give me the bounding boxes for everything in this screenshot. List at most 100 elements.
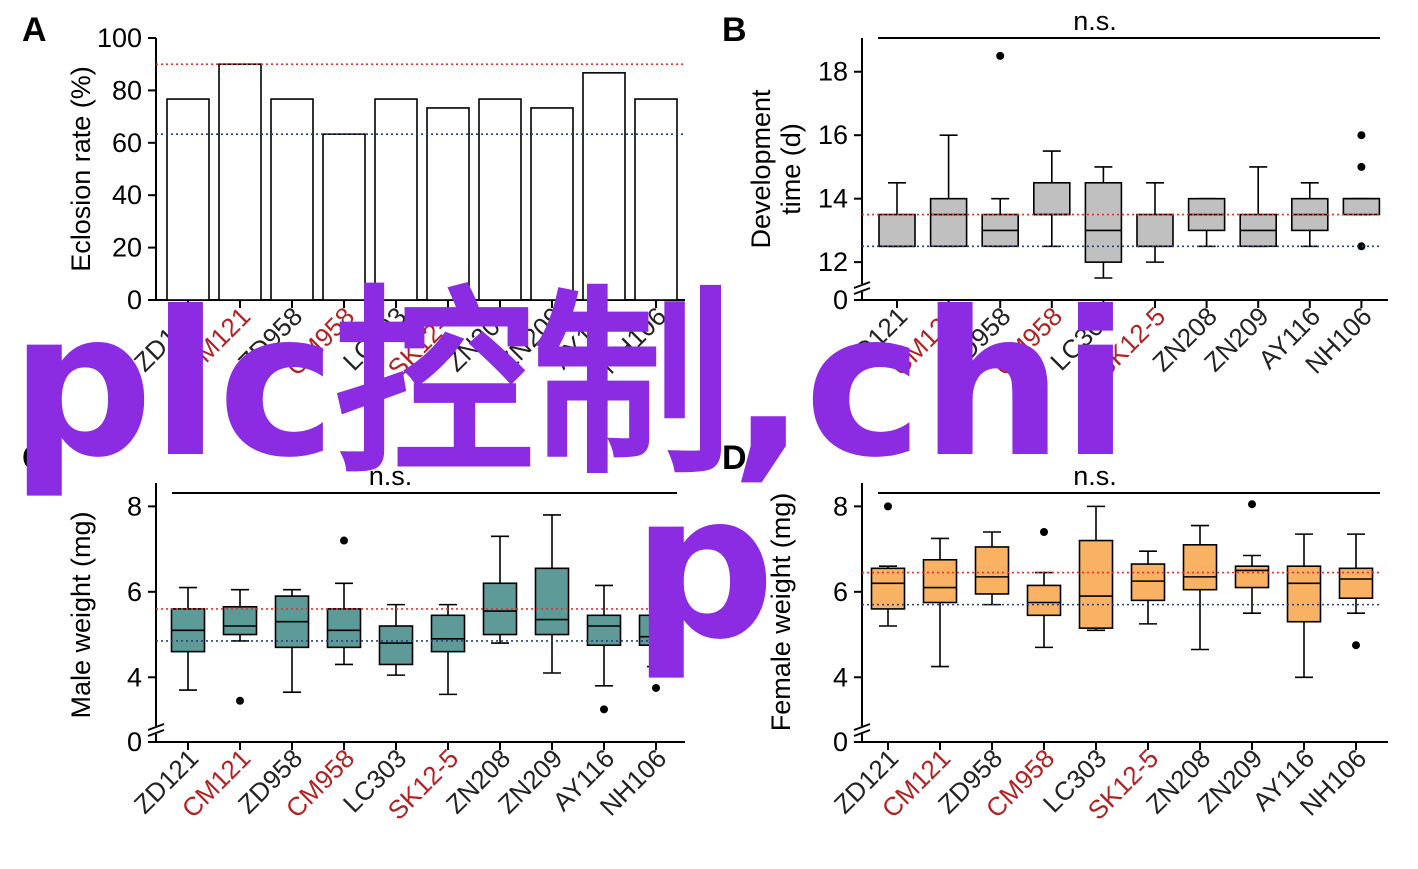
axis-break-mark (147, 723, 165, 737)
outlier-point (1248, 500, 1256, 509)
panel-letter-A: A (22, 11, 47, 49)
y-tick-label: 6 (833, 577, 848, 607)
outlier-point (236, 696, 244, 705)
y-tick-label: 6 (127, 577, 142, 607)
bar-zd121 (166, 98, 210, 301)
box-iqr (870, 567, 906, 610)
box-iqr (878, 213, 916, 248)
box-zd958 (274, 588, 310, 694)
box-lc303 (378, 603, 414, 676)
box-sk12-5 (1136, 182, 1174, 263)
box-nh106 (1338, 533, 1374, 650)
box-iqr (1078, 539, 1114, 629)
bar-nh106 (634, 98, 678, 301)
box-cm958 (1033, 150, 1071, 248)
bar-cm958 (322, 133, 366, 301)
y-axis-label: Male weight (mg) (66, 511, 96, 718)
box-iqr (378, 625, 414, 666)
bar-zn209 (530, 107, 574, 301)
box-zd958 (981, 51, 1020, 248)
panel-letter-C: C (22, 439, 47, 477)
y-axis-label: Developmenttime (d) (746, 89, 806, 249)
watermark-line-2: p (632, 451, 776, 684)
y-tick-label: 40 (112, 180, 142, 210)
y-axis-label: Eclosion rate (%) (66, 66, 96, 272)
bar-zd958 (270, 98, 314, 301)
box-cm121 (929, 134, 968, 248)
box-iqr (430, 614, 466, 653)
box-cm121 (222, 588, 258, 705)
box-iqr (1234, 565, 1270, 589)
box-zn209 (534, 514, 570, 674)
y-tick-label: 8 (127, 491, 142, 521)
box-nh106 (1342, 131, 1381, 251)
bar-lc303 (374, 98, 418, 301)
box-iqr (1033, 182, 1071, 216)
outlier-point (1040, 528, 1048, 536)
box-iqr (1286, 565, 1322, 623)
axis-break-mark (853, 281, 871, 295)
panel-letter-D: D (722, 439, 747, 477)
y-tick-label: 12 (818, 247, 848, 277)
y-tick-label: 16 (818, 120, 848, 150)
bar-ay116 (582, 72, 626, 301)
y-tick-label: 0 (127, 727, 142, 757)
box-zd958 (974, 531, 1010, 606)
box-iqr (222, 605, 258, 636)
box-cm121 (922, 537, 958, 668)
watermark-line-1: plc控制,chi (10, 269, 1130, 502)
y-tick-label: 80 (112, 75, 142, 105)
box-zd121 (870, 502, 906, 627)
outlier-point (1352, 641, 1360, 650)
box-zn209 (1239, 166, 1277, 248)
y-axis-label-line: time (d) (776, 123, 806, 215)
box-zn208 (482, 535, 518, 644)
y-tick-label: 18 (818, 57, 848, 87)
box-sk12-5 (430, 603, 466, 696)
box-sk12-5 (1130, 550, 1166, 625)
box-lc303 (1084, 166, 1123, 279)
y-tick-label: 4 (127, 662, 142, 692)
box-lc303 (1078, 505, 1114, 632)
panel-letter-B: B (722, 11, 747, 49)
box-iqr (1130, 563, 1166, 602)
axis-break-mark (853, 723, 871, 737)
bar-cm121 (218, 63, 262, 301)
y-axis-label-line: Development (746, 89, 776, 249)
box-zn209 (1234, 500, 1270, 614)
outlier-point (1357, 131, 1366, 140)
box-ay116 (1286, 533, 1322, 679)
box-zn208 (1187, 197, 1226, 248)
y-axis-label: Female weight (mg) (766, 493, 796, 732)
box-iqr (1084, 182, 1123, 263)
outlier-point (996, 51, 1005, 60)
y-tick-label: 100 (97, 23, 142, 53)
box-iqr (922, 558, 958, 604)
y-tick-label: 8 (833, 491, 848, 521)
outlier-point (652, 683, 660, 692)
y-tick-label: 4 (833, 662, 848, 692)
y-tick-label: 14 (818, 184, 848, 214)
box-iqr (974, 546, 1010, 595)
box-iqr (326, 608, 362, 649)
y-tick-label: 0 (127, 285, 142, 315)
box-ay116 (586, 584, 622, 714)
box-iqr (1136, 213, 1174, 248)
outlier-point (600, 705, 608, 714)
box-zd121 (170, 586, 206, 691)
significance-label: n.s. (1073, 461, 1117, 491)
outlier-point (884, 502, 892, 511)
significance-label: n.s. (369, 461, 413, 491)
significance-label: n.s. (1073, 6, 1117, 36)
box-zn208 (1182, 524, 1218, 651)
y-tick-label: 0 (833, 285, 848, 315)
y-tick-label: 20 (112, 233, 142, 263)
box-cm958 (326, 536, 362, 666)
outlier-point (1357, 162, 1366, 171)
bar-sk12-5 (426, 107, 470, 301)
box-iqr (1026, 584, 1062, 617)
outlier-point (340, 536, 348, 545)
y-tick-label: 0 (833, 727, 848, 757)
box-iqr (1342, 197, 1381, 216)
